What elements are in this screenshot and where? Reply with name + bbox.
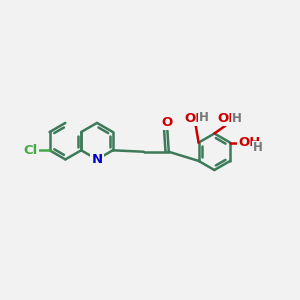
Text: H: H	[253, 141, 262, 154]
Text: H: H	[232, 112, 242, 125]
Text: Cl: Cl	[24, 144, 38, 157]
Text: H: H	[199, 111, 209, 124]
Text: OH: OH	[238, 136, 260, 149]
Text: N: N	[92, 153, 103, 166]
Text: O: O	[162, 116, 173, 129]
Text: OH: OH	[217, 112, 239, 125]
Text: OH: OH	[184, 112, 207, 125]
